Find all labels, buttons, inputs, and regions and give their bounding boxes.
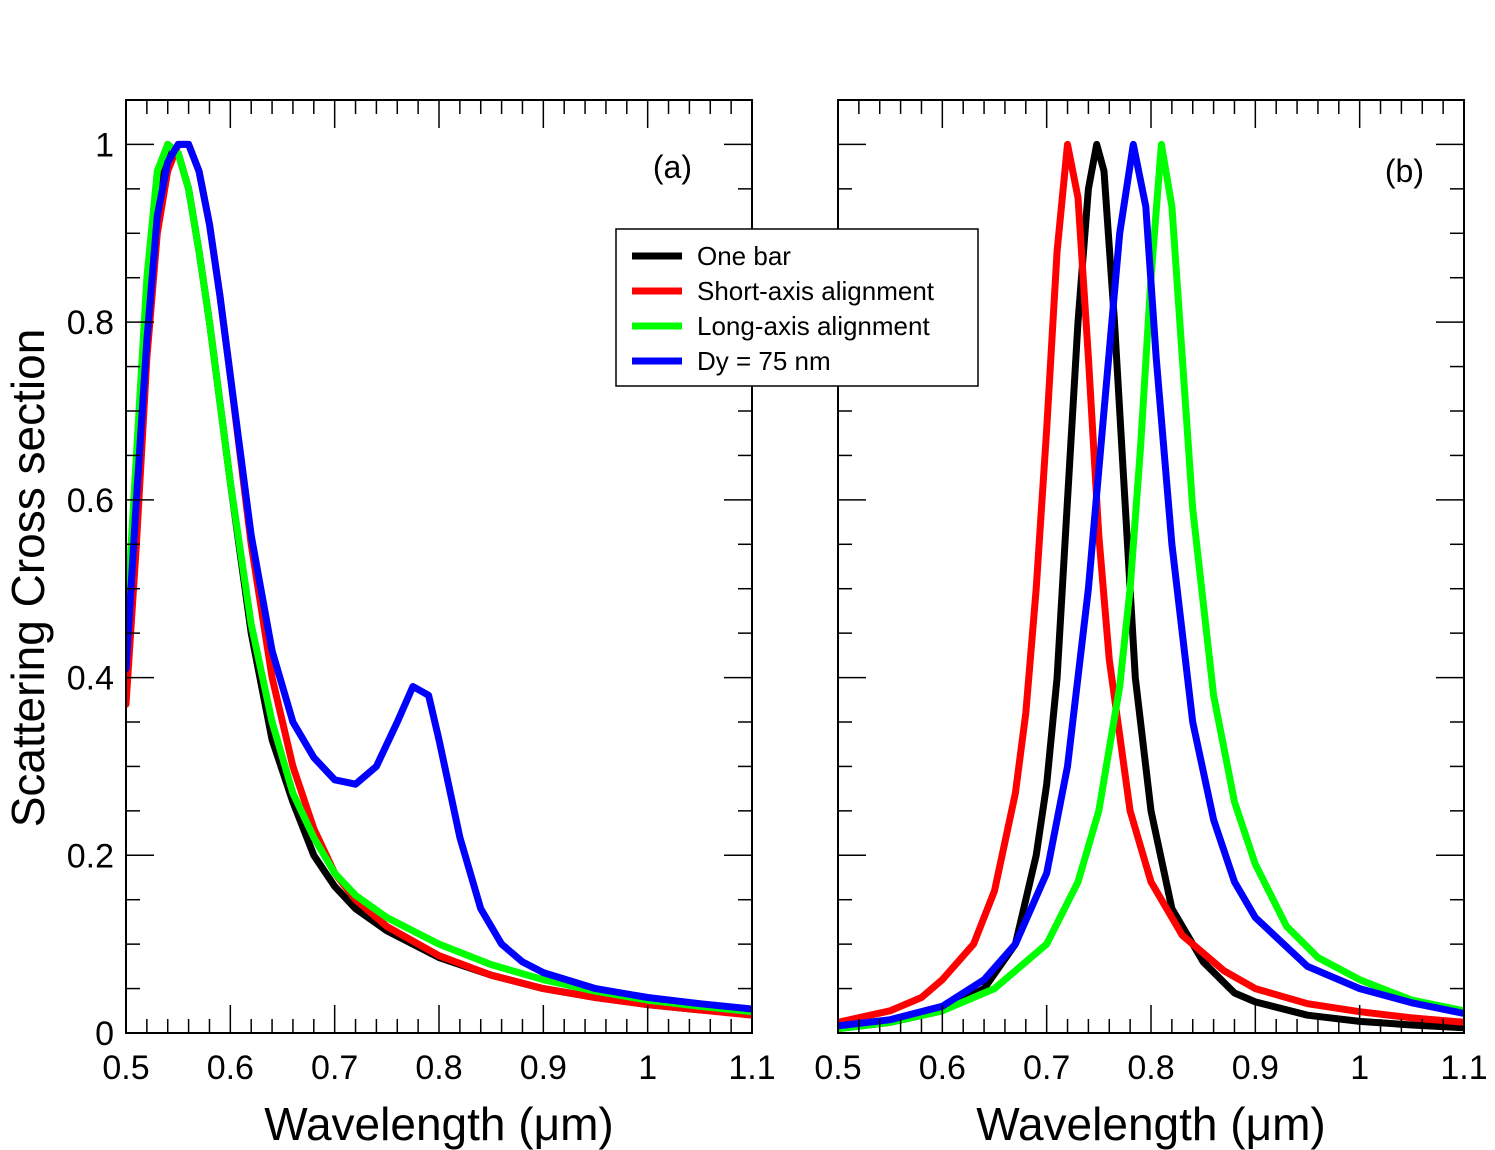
panel-a-series	[126, 140, 752, 1019]
panel-b-xtick-label: 0.9	[1232, 1049, 1279, 1087]
panel-a-ytick-label: 1	[95, 126, 114, 164]
panel-b-xtick-label: 0.8	[1127, 1049, 1174, 1087]
panel-a-tick-labels: 0.5 0.6 0.7 0.8 0.9 1 1.1 0 0.2 0.4 0.6 0.8 1	[67, 126, 776, 1087]
panel-a-xtick-label: 0.5	[102, 1049, 149, 1087]
panel-b-series-2	[838, 140, 1464, 1033]
panel-a-xtick-label: 0.9	[520, 1049, 567, 1087]
panel-a-xtick-label: 0.8	[415, 1049, 462, 1087]
panel-b-xtick-label: 1.1	[1440, 1049, 1487, 1087]
panel-b-xtick-label: 0.6	[919, 1049, 966, 1087]
panel-a-ytick-label: 0.6	[67, 482, 114, 520]
panel-b-xtick-label: 0.5	[814, 1049, 861, 1087]
panel-b-xlabel: Wavelength (μm)	[976, 1098, 1325, 1150]
panel-a-ytick-label: 0.8	[67, 304, 114, 342]
panel-a-xlabel: Wavelength (μm)	[264, 1098, 613, 1150]
panel-a-ylabel: Scattering Cross section	[2, 329, 54, 828]
legend-label-2: Long-axis alignment	[697, 311, 930, 341]
panel-b-tick-labels: 0.5 0.6 0.7 0.8 0.9 1 1.1	[814, 1049, 1487, 1087]
panel-a-series-3	[126, 140, 752, 1013]
panel-b-series-3	[838, 140, 1464, 1030]
panel-a: 0.5 0.6 0.7 0.8 0.9 1 1.1 0 0.2 0.4 0.6 0.8 1 (a) Wa…	[2, 99, 776, 1150]
legend-label-1: Short-axis alignment	[697, 276, 935, 306]
panel-b-series-1	[838, 140, 1464, 1026]
panel-a-xtick-label: 0.7	[311, 1049, 358, 1087]
panel-a-series-2	[126, 140, 752, 1016]
panel-a-xtick-label: 1	[638, 1049, 657, 1087]
panel-b-series	[838, 140, 1464, 1033]
panel-b-xtick-label: 0.7	[1023, 1049, 1070, 1087]
panel-a-xtick-label: 0.6	[207, 1049, 254, 1087]
panel-a-ytick-label: 0.4	[67, 660, 114, 698]
panel-a-label: (a)	[653, 149, 692, 185]
panel-b: 0.5 0.6 0.7 0.8 0.9 1 1.1 (b) Wavelength (μm)	[814, 99, 1488, 1150]
legend-label-0: One bar	[697, 241, 791, 271]
panel-b-label: (b)	[1385, 153, 1424, 189]
panel-a-xtick-label: 1.1	[728, 1049, 775, 1087]
panel-a-ytick-label: 0	[95, 1015, 114, 1053]
legend: One bar Short-axis alignment Long-axis ali…	[615, 228, 979, 387]
panel-a-ytick-label: 0.2	[67, 837, 114, 875]
panel-b-xtick-label: 1	[1350, 1049, 1369, 1087]
legend-label-3: Dy = 75 nm	[697, 346, 831, 376]
